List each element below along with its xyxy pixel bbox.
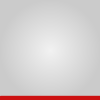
Bar: [65, 55, 72, 89]
Bar: [73, 27, 80, 89]
Text: 0.4: 0.4: [8, 41, 38, 59]
Bar: [19, 60, 27, 89]
Y-axis label: Market Size in USD Billion: Market Size in USD Billion: [0, 0, 1, 100]
Bar: [28, 29, 35, 89]
Legend: 2023, 2032: 2023, 2032: [0, 10, 100, 43]
